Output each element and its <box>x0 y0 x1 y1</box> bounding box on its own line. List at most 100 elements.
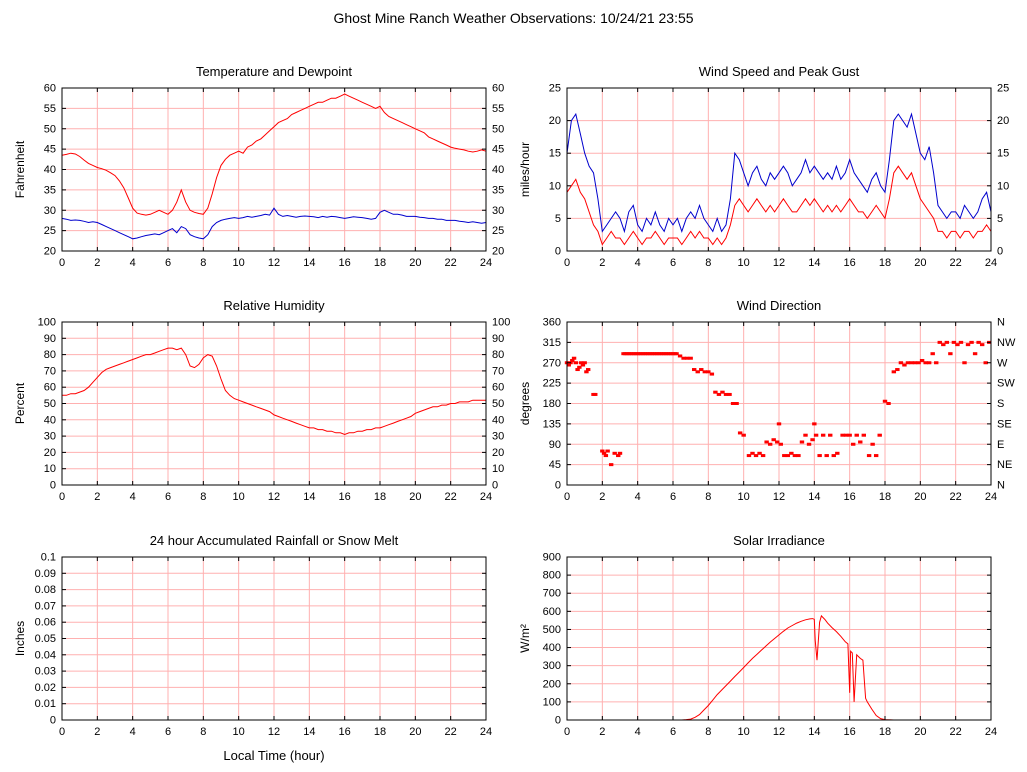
y-tick-label-right: SW <box>997 378 1015 390</box>
x-tick-label: 6 <box>670 491 676 503</box>
x-tick-label: 2 <box>94 491 100 503</box>
y-tick-label: 500 <box>543 624 561 636</box>
x-tick-label: 24 <box>985 726 997 738</box>
wind-direction-point <box>877 433 882 437</box>
wind-direction-point <box>741 433 746 437</box>
y-tick-label: 40 <box>44 164 56 176</box>
y-tick-label: 20 <box>44 246 56 258</box>
x-tick-label: 6 <box>670 257 676 269</box>
x-tick-label: 10 <box>738 491 750 503</box>
x-tick-label: 0 <box>59 726 65 738</box>
wind-direction-point <box>806 442 812 446</box>
x-tick-label: 0 <box>59 491 65 503</box>
x-tick-label: 18 <box>374 491 386 503</box>
x-tick-label: 6 <box>670 726 676 738</box>
wind-direction-point <box>566 363 571 367</box>
y-axis-label: Fahrenheit <box>13 140 27 198</box>
y-tick-label-right: 90 <box>492 333 504 345</box>
x-tick-label: 4 <box>635 491 641 503</box>
x-tick-label: 16 <box>339 257 351 269</box>
x-tick-label: 18 <box>374 257 386 269</box>
x-tick-label: 16 <box>844 491 856 503</box>
wind-direction-point <box>600 449 605 453</box>
wind-direction-point <box>895 368 900 372</box>
y-tick-label-right: N <box>997 317 1005 329</box>
x-tick-label: 10 <box>233 726 245 738</box>
wind-direction-point <box>584 370 589 374</box>
wind-direction-point <box>720 390 725 394</box>
wind-direction-point <box>948 352 953 356</box>
x-tick-label: 14 <box>808 491 820 503</box>
y-tick-label: 0.04 <box>35 649 56 661</box>
y-tick-label: 800 <box>543 570 561 582</box>
rainfall-canvas: 0 2 4 6 8 10 12 14 16 18 20 22 2400.010.020.030.040.… <box>13 533 492 763</box>
wind-direction-point <box>617 451 623 455</box>
y-tick-label: 45 <box>44 144 56 156</box>
y-tick-label: 90 <box>549 439 561 451</box>
chart-temperature-dewpoint: 0 2 4 6 8 10 12 14 16 18 20 22 24 20 20 25 25 30 30 35 35 40 4… <box>10 60 519 278</box>
x-tick-label: 2 <box>599 257 605 269</box>
wind-direction-point <box>851 442 856 446</box>
x-tick-label: 8 <box>705 257 711 269</box>
x-tick-label: 16 <box>339 726 351 738</box>
wind-direction-point <box>930 352 935 356</box>
wind-direction-point <box>578 361 584 365</box>
y-tick-label: 25 <box>549 83 561 95</box>
y-tick-label-right: 30 <box>492 431 504 443</box>
x-tick-label: 12 <box>773 491 785 503</box>
x-tick-label: 24 <box>985 491 997 503</box>
y-tick-label: 0 <box>555 480 561 492</box>
wind-direction-point <box>983 361 988 365</box>
y-tick-label: 20 <box>44 447 56 459</box>
wind-direction-point <box>586 368 591 372</box>
wind-direction-point <box>750 451 755 455</box>
y-tick-label-right: 10 <box>997 180 1009 192</box>
y-tick-label-right: NE <box>997 459 1012 471</box>
x-tick-label: 4 <box>635 257 641 269</box>
wind-direction-point <box>796 454 801 458</box>
x-tick-label: 2 <box>599 491 605 503</box>
wind-direction-point <box>951 340 957 344</box>
x-tick-label: 20 <box>409 257 421 269</box>
wind-direction-point <box>898 361 904 365</box>
wind-direction-point <box>858 440 863 444</box>
y-tick-label: 70 <box>44 365 56 377</box>
y-tick-label-right: E <box>997 439 1004 451</box>
y-tick-label-right: 45 <box>492 144 504 156</box>
temperature-line <box>61 93 487 216</box>
x-tick-label: 20 <box>914 257 926 269</box>
x-tick-label: 6 <box>165 257 171 269</box>
x-tick-label: 18 <box>374 726 386 738</box>
y-tick-label-right: NW <box>997 337 1016 349</box>
wind-direction-point <box>575 368 580 372</box>
y-tick-label: 100 <box>38 317 56 329</box>
wind-direction-point <box>713 390 718 394</box>
wind-direction-point <box>972 352 978 356</box>
x-tick-label: 8 <box>200 257 206 269</box>
wind-direction-point <box>873 454 879 458</box>
y-tick-label: 35 <box>44 184 56 196</box>
y-tick-label-right: 20 <box>997 115 1009 127</box>
wind-direction-point <box>916 361 921 365</box>
x-tick-label: 0 <box>564 257 570 269</box>
y-tick-label: 360 <box>543 317 561 329</box>
x-tick-label: 22 <box>445 257 457 269</box>
y-tick-label: 60 <box>44 83 56 95</box>
x-tick-label: 22 <box>950 257 962 269</box>
y-tick-label-right: N <box>997 480 1005 492</box>
x-tick-label: 22 <box>950 726 962 738</box>
chart-relative-humidity: 0 2 4 6 8 10 12 14 16 18 20 22 24 0 0 10 10 20 20 30 30 40 40 5… <box>10 294 519 512</box>
y-tick-label-right: 60 <box>492 83 504 95</box>
wind-direction-point <box>926 361 932 365</box>
wind-direction-point <box>828 433 833 437</box>
y-tick-label: 600 <box>543 606 561 618</box>
wind-direction-point <box>692 368 697 372</box>
wind-direction-point <box>601 451 607 455</box>
y-tick-label-right: 0 <box>492 480 498 492</box>
x-tick-label: 8 <box>200 726 206 738</box>
wind-direction-point <box>817 454 822 458</box>
x-tick-label: 10 <box>233 257 245 269</box>
y-tick-label: 30 <box>44 431 56 443</box>
wind-speed-line <box>566 165 992 246</box>
x-tick-label: 16 <box>844 257 856 269</box>
